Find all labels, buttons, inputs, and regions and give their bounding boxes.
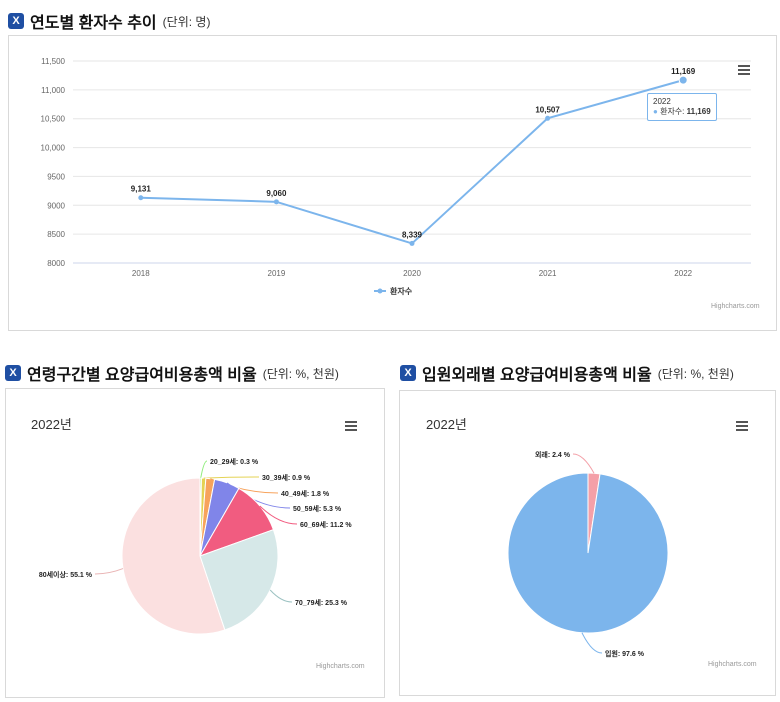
y-tick-label: 11,500 xyxy=(41,57,65,66)
slice-label: 외래: 2.4 % xyxy=(535,450,571,459)
pie-slice[interactable] xyxy=(121,477,226,635)
slice-label: 30_39세: 0.9 % xyxy=(262,473,311,482)
connector-line xyxy=(94,568,124,575)
legend-item[interactable]: 환자수 xyxy=(390,286,413,296)
age-unit: (단위: %, 천원) xyxy=(262,366,339,381)
line-chart: 8000 8500 9000 9500 10,000 10,500 11,000 11,500… xyxy=(41,57,751,296)
trend-credit[interactable]: Highcharts.com xyxy=(711,303,760,310)
slice-label: 60_69세: 11.2 % xyxy=(300,520,352,529)
section-badge-icon: X xyxy=(8,13,24,29)
connector-line xyxy=(581,632,603,654)
slice-label: 입원: 97.6 % xyxy=(605,649,645,658)
slice-label: 20_29세: 0.3 % xyxy=(210,457,259,466)
connector-line xyxy=(259,505,298,525)
tooltip-label: 환자수: xyxy=(660,107,685,116)
slice-label: 70_79세: 25.3 % xyxy=(295,598,348,607)
age-section-title: X 연령구간별 요양급여비용총액 비율 (단위: %, 천원) xyxy=(5,361,339,385)
data-label: 9,060 xyxy=(266,189,287,198)
age-pie-chart: 20_29세: 0.3 %30_39세: 0.9 % 40_49세: 1.8 % 5… xyxy=(39,457,352,635)
connector-line xyxy=(203,476,260,479)
trend-chart-panel: 8000 8500 9000 9500 10,000 10,500 11,000 11,500… xyxy=(8,35,777,331)
trend-title: 연도별 환자수 추이 xyxy=(30,15,157,32)
y-tick-label: 9000 xyxy=(47,201,65,210)
inout-pie-chart: 외래: 2.4 % 입원: 97.6 % xyxy=(507,450,669,658)
slice-label: 40_49세: 1.8 % xyxy=(281,489,330,498)
x-tick-label: 2018 xyxy=(132,269,150,278)
data-point[interactable] xyxy=(678,75,688,85)
age-title: 연령구간별 요양급여비용총액 비율 xyxy=(27,367,257,384)
data-point[interactable] xyxy=(138,195,144,201)
series-line xyxy=(140,79,684,245)
data-label: 10,507 xyxy=(535,105,560,114)
section-badge-icon: X xyxy=(400,365,416,381)
data-label: 8,339 xyxy=(402,230,423,239)
slice-label: 80세이상: 55.1 % xyxy=(39,570,93,579)
pie-slice[interactable] xyxy=(199,529,279,631)
y-tick-label: 8500 xyxy=(47,230,65,239)
y-tick-label: 8000 xyxy=(47,259,65,268)
x-tick-label: 2019 xyxy=(268,269,286,278)
trend-section-title: X 연도별 환자수 추이 (단위: 명) xyxy=(8,9,210,33)
data-label: 11,169 xyxy=(671,67,696,76)
trend-unit: (단위: 명) xyxy=(162,14,211,29)
tooltip-bullet-icon: ● xyxy=(653,107,658,116)
trend-chart-menu-icon[interactable] xyxy=(738,65,750,77)
age-chart-subtitle: 2022년 xyxy=(31,417,72,432)
age-chart-panel: 2022년 20_29세: 0.3 % 30_39세: 0.9 % 40_49세: … xyxy=(5,388,385,698)
x-tick-label: 2020 xyxy=(403,269,421,278)
x-tick-label: 2021 xyxy=(539,269,557,278)
inout-title: 입원외래별 요양급여비용총액 비율 xyxy=(422,367,652,384)
section-badge-icon: X xyxy=(5,365,21,381)
inout-chart-subtitle: 2022년 xyxy=(426,417,467,432)
data-label: 9,131 xyxy=(131,185,152,194)
connector-line xyxy=(226,482,291,509)
inout-chart-menu-icon[interactable] xyxy=(736,421,748,433)
y-tick-label: 10,500 xyxy=(41,115,66,124)
connector-line xyxy=(572,453,595,474)
connector-line xyxy=(200,460,208,479)
tooltip-year: 2022 xyxy=(653,97,671,106)
data-point[interactable] xyxy=(409,240,415,246)
y-tick-label: 10,000 xyxy=(41,144,66,153)
age-credit[interactable]: Highcharts.com xyxy=(316,663,365,670)
inout-section-title: X 입원외래별 요양급여비용총액 비율 (단위: %, 천원) xyxy=(400,361,734,385)
data-point[interactable] xyxy=(273,199,279,205)
inout-unit: (단위: %, 천원) xyxy=(657,366,734,381)
age-chart-menu-icon[interactable] xyxy=(345,421,357,433)
legend-marker-icon xyxy=(377,288,383,294)
data-point[interactable] xyxy=(545,115,551,121)
inout-credit[interactable]: Highcharts.com xyxy=(708,661,757,668)
slice-label: 50_59세: 5.3 % xyxy=(293,504,342,513)
y-tick-label: 9500 xyxy=(47,172,65,181)
trend-tooltip: 2022 ● 환자수: 11,169 xyxy=(647,93,717,121)
inout-chart-panel: 2022년 외래: 2.4 % 입원: 97.6 % Highcharts.com xyxy=(399,390,776,696)
pie-slice[interactable] xyxy=(507,472,669,634)
tooltip-value: 11,169 xyxy=(686,107,711,116)
connector-line xyxy=(269,589,293,603)
x-tick-label: 2022 xyxy=(674,269,692,278)
y-tick-label: 11,000 xyxy=(41,86,65,95)
